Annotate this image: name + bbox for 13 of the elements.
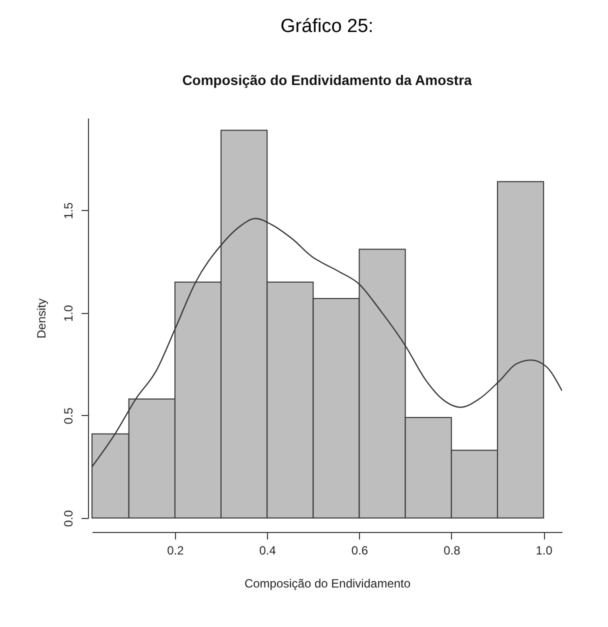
y-tick-label: 0.5 [62, 407, 76, 424]
x-tick-label: 0.8 [444, 544, 461, 558]
x-tick-label: 0.4 [259, 544, 276, 558]
y-tick-label: 1.5 [62, 202, 76, 220]
x-tick-label: 0.2 [167, 544, 184, 558]
chart-title: Gráfico 25: [280, 16, 374, 37]
y-tick-label: 1.0 [62, 304, 76, 322]
chart-subtitle: Composição do Endividamento da Amostra [182, 72, 472, 88]
x-axis-title: Composição do Endividamento [244, 576, 411, 590]
y-axis-title: Density [34, 298, 48, 339]
x-tick-label: 1.0 [536, 544, 553, 558]
y-tick-label: 0.0 [62, 510, 76, 527]
x-tick-label: 0.6 [351, 544, 368, 558]
